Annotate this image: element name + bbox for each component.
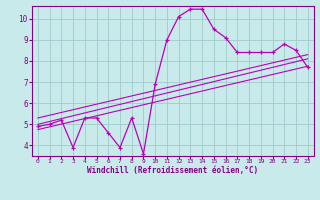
X-axis label: Windchill (Refroidissement éolien,°C): Windchill (Refroidissement éolien,°C)	[87, 166, 258, 175]
